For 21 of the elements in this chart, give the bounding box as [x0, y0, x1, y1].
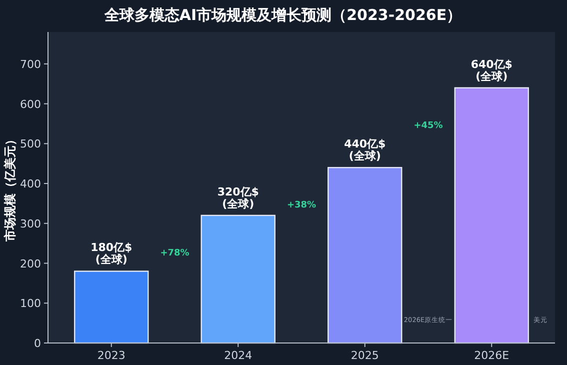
data-label: 440亿$ (全球): [344, 138, 386, 163]
data-label: 180亿$ (全球): [90, 241, 132, 266]
data-label: 640亿$ (全球): [470, 58, 512, 83]
y-tick-label: 700: [20, 58, 41, 71]
x-tick-label: 2026E: [474, 349, 510, 362]
annotation: +38%: [286, 200, 316, 211]
y-tick-label: 500: [20, 138, 41, 151]
x-tick-label: 2024: [224, 349, 252, 362]
x-tick-label: 2025: [350, 349, 379, 362]
annotation: +78%: [160, 248, 190, 258]
y-tick-label: 200: [20, 257, 41, 270]
y-tick-label: 600: [20, 98, 41, 111]
y-tick-label: 300: [20, 217, 41, 230]
y-tick-label: 0: [34, 337, 41, 350]
data-label: 320亿$ (全球): [217, 185, 259, 210]
y-tick-label: 400: [20, 178, 41, 191]
annotation: +45%: [414, 120, 443, 131]
y-axis-title: 市场规模（亿美元）: [3, 134, 17, 242]
x-tick-label: 2023: [97, 349, 126, 362]
y-tick-label: 100: [20, 297, 41, 310]
chart-title: 全球多模态AI市场规模及增长预测（2023-2026E）: [103, 6, 462, 24]
